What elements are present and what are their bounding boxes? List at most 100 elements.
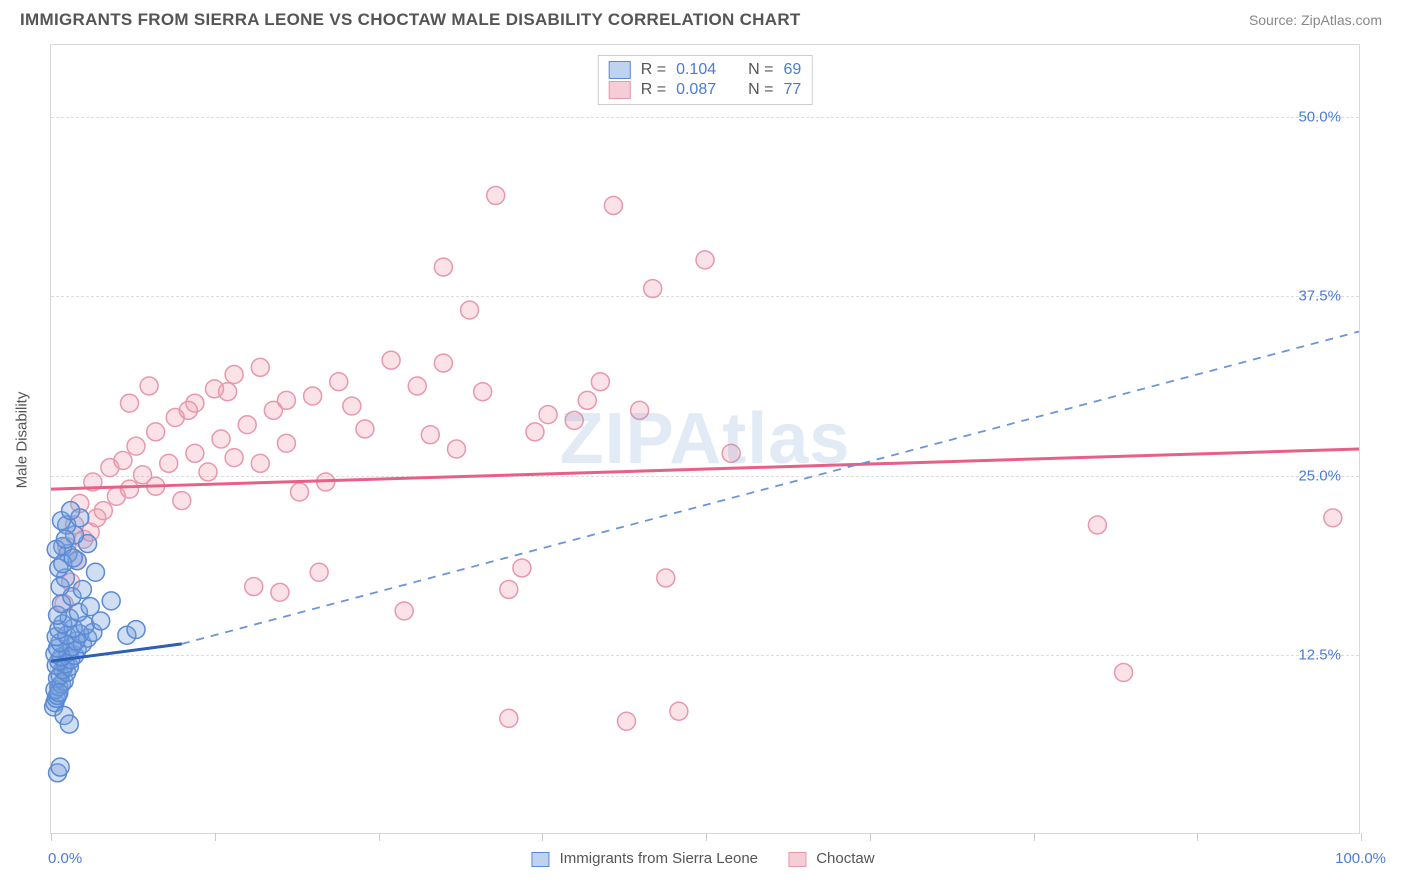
data-point [277, 434, 295, 452]
stats-legend-row: R = 0.087 N = 77 [609, 80, 802, 100]
data-point [696, 251, 714, 269]
x-tick [51, 833, 52, 841]
data-point [1324, 509, 1342, 527]
stats-legend: R = 0.104 N = 69 R = 0.087 N = 77 [598, 55, 813, 105]
n-value-series-1: 77 [783, 81, 801, 99]
data-point [500, 709, 518, 727]
data-point [722, 444, 740, 462]
data-point [356, 420, 374, 438]
data-point [62, 502, 80, 520]
r-label: R = [641, 81, 666, 99]
data-point [251, 358, 269, 376]
r-value-series-0: 0.104 [676, 61, 716, 79]
data-point [86, 563, 104, 581]
legend-item: Immigrants from Sierra Leone [531, 850, 758, 867]
data-point [657, 569, 675, 587]
data-point [578, 391, 596, 409]
data-point [474, 383, 492, 401]
x-axis-max-label: 100.0% [1335, 850, 1386, 867]
data-point [644, 280, 662, 298]
legend-item: Choctaw [788, 850, 875, 867]
x-tick [1197, 833, 1198, 841]
data-point [219, 383, 237, 401]
data-point [539, 406, 557, 424]
data-point [434, 258, 452, 276]
stats-legend-row: R = 0.104 N = 69 [609, 60, 802, 80]
data-point [225, 449, 243, 467]
data-point [487, 186, 505, 204]
legend-swatch-series-1 [788, 852, 806, 867]
data-point [120, 394, 138, 412]
data-point [120, 480, 138, 498]
data-point [291, 483, 309, 501]
trend-line-extrapolated [182, 332, 1359, 644]
n-value-series-0: 69 [783, 61, 801, 79]
data-point [179, 401, 197, 419]
data-point [114, 452, 132, 470]
data-point [271, 583, 289, 601]
data-point [186, 444, 204, 462]
data-point [238, 416, 256, 434]
x-tick [379, 833, 380, 841]
plot-svg [51, 45, 1359, 833]
data-point [127, 437, 145, 455]
data-point [421, 426, 439, 444]
data-point [343, 397, 361, 415]
data-point [60, 715, 78, 733]
x-tick [870, 833, 871, 841]
data-point [102, 592, 120, 610]
data-point [147, 423, 165, 441]
data-point [670, 702, 688, 720]
trend-line [51, 449, 1359, 489]
r-value-series-1: 0.087 [676, 81, 716, 99]
data-point [277, 391, 295, 409]
data-point [127, 621, 145, 639]
source-attribution: Source: ZipAtlas.com [1249, 12, 1382, 28]
r-label: R = [641, 61, 666, 79]
data-point [408, 377, 426, 395]
header: IMMIGRANTS FROM SIERRA LEONE VS CHOCTAW … [0, 0, 1406, 36]
data-point [212, 430, 230, 448]
data-point [330, 373, 348, 391]
data-point [56, 530, 74, 548]
data-point [447, 440, 465, 458]
data-point [199, 463, 217, 481]
data-point [461, 301, 479, 319]
legend-label-series-1: Choctaw [816, 850, 874, 867]
n-label: N = [748, 61, 773, 79]
x-tick [215, 833, 216, 841]
data-point [251, 454, 269, 472]
data-point [94, 502, 112, 520]
data-point [51, 758, 69, 776]
data-point [1088, 516, 1106, 534]
data-point [140, 377, 158, 395]
chart-title: IMMIGRANTS FROM SIERRA LEONE VS CHOCTAW … [20, 10, 801, 30]
data-point [526, 423, 544, 441]
n-label: N = [748, 81, 773, 99]
data-point [245, 578, 263, 596]
data-point [64, 549, 82, 567]
data-point [382, 351, 400, 369]
data-point [50, 684, 68, 702]
data-point [81, 598, 99, 616]
legend-swatch-series-0 [531, 852, 549, 867]
x-tick [706, 833, 707, 841]
data-point [304, 387, 322, 405]
legend-swatch-series-1 [609, 81, 631, 99]
x-tick [1361, 833, 1362, 841]
data-point [618, 712, 636, 730]
chart-container: ZIPAtlas 12.5%25.0%37.5%50.0% R = 0.104 … [50, 44, 1360, 834]
data-point [73, 580, 91, 598]
data-point [225, 366, 243, 384]
y-axis-label: Male Disability [14, 392, 31, 489]
data-point [173, 492, 191, 510]
data-point [500, 580, 518, 598]
x-tick [1034, 833, 1035, 841]
data-point [631, 401, 649, 419]
data-point [160, 454, 178, 472]
data-point [604, 196, 622, 214]
data-point [434, 354, 452, 372]
series-legend: Immigrants from Sierra Leone Choctaw [531, 850, 874, 867]
x-tick [542, 833, 543, 841]
data-point [395, 602, 413, 620]
